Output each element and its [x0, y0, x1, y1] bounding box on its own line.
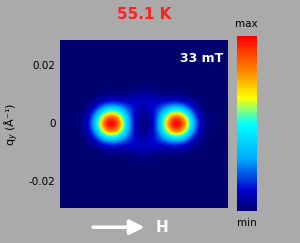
Text: 33 mT: 33 mT [180, 52, 223, 65]
Text: 0: 0 [49, 119, 56, 129]
Text: -0.02: -0.02 [29, 177, 56, 187]
Text: H: H [156, 220, 169, 235]
Text: q$_y$ (Å⁻¹): q$_y$ (Å⁻¹) [3, 102, 21, 146]
Text: 0.02: 0.02 [32, 61, 56, 71]
Text: 55.1 K: 55.1 K [117, 7, 171, 22]
Text: min: min [237, 218, 256, 228]
Text: max: max [236, 19, 258, 29]
FancyArrowPatch shape [93, 221, 141, 233]
